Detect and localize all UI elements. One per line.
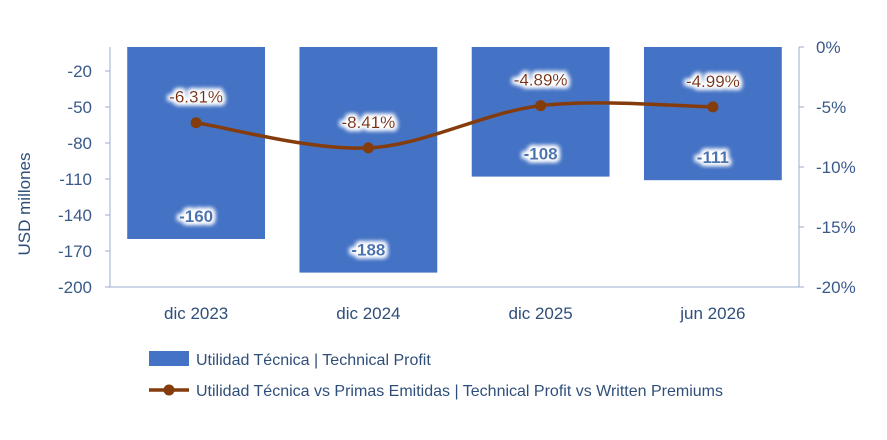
line-point — [190, 117, 202, 129]
bars — [127, 47, 782, 273]
line-value-label: -8.41% — [341, 113, 395, 132]
y-axis-title: USD millones — [15, 153, 34, 256]
right-tick-label: -10% — [816, 158, 856, 177]
line-series — [190, 100, 719, 154]
line-point — [535, 100, 547, 112]
line-value-label: -6.31% — [169, 88, 223, 107]
legend-swatch-bar — [149, 351, 189, 366]
legend: Utilidad Técnica | Technical Profit Utili… — [149, 351, 723, 400]
right-tick-label: -15% — [816, 218, 856, 237]
left-tick-label: -200 — [58, 278, 92, 297]
legend-label-line: Utilidad Técnica vs Primas Emitidas | Te… — [196, 383, 723, 400]
bar — [471, 47, 610, 177]
category-label: dic 2023 — [164, 304, 228, 323]
bar-value-label: -188 — [351, 241, 385, 260]
category-label: dic 2025 — [508, 304, 572, 323]
bar-value-label: -111 — [697, 148, 729, 167]
left-tick-label: -140 — [58, 206, 92, 225]
bar — [643, 47, 782, 181]
left-tick-label: -170 — [58, 242, 92, 261]
bar — [127, 47, 266, 239]
data-labels: -160 -188 -108 -111 -6.31% -8.41% -4.89% -4.99% — [169, 71, 740, 260]
right-tick-label: -5% — [816, 98, 846, 117]
category-label: jun 2026 — [679, 304, 745, 323]
right-tick-label: -20% — [816, 278, 856, 297]
legend-swatch-marker — [163, 384, 175, 396]
line-value-label: -4.89% — [514, 71, 568, 90]
category-label: dic 2024 — [336, 304, 400, 323]
bar — [299, 47, 438, 273]
left-tick-label: -110 — [59, 170, 92, 189]
bar-value-label: -160 — [179, 207, 213, 226]
line-path — [195, 101, 713, 150]
legend-label-bar: Utilidad Técnica | Technical Profit — [196, 352, 431, 369]
right-tick-label: 0% — [816, 38, 841, 57]
line-value-label: -4.99% — [686, 72, 740, 91]
axes: -20 -50 -80 -110 -140 -170 -200 0% -5% -10% -15% -2… — [58, 38, 856, 323]
left-tick-label: -50 — [67, 98, 92, 117]
line-point — [707, 101, 719, 113]
bar-value-label: -108 — [524, 145, 558, 164]
line-point — [362, 142, 374, 154]
left-tick-label: -20 — [67, 62, 92, 81]
left-tick-label: -80 — [67, 134, 92, 153]
